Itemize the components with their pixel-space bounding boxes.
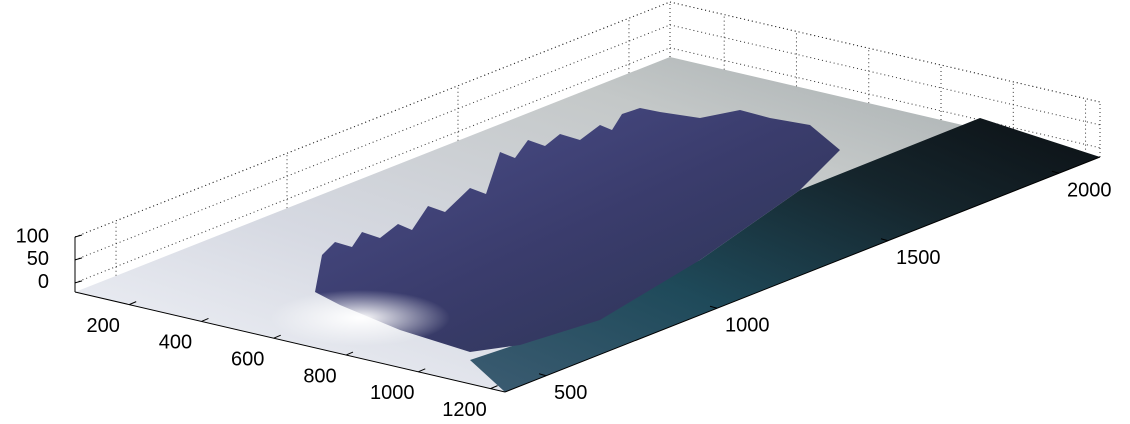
x-tick-label: 1200 bbox=[442, 399, 487, 421]
glare bbox=[270, 290, 450, 346]
x-tick bbox=[490, 385, 498, 390]
x-tick-label: 200 bbox=[87, 315, 120, 337]
grid-line bbox=[669, 47, 1101, 149]
y-axis bbox=[504, 156, 1101, 393]
x-tick-label: 400 bbox=[159, 332, 192, 354]
z-tick bbox=[74, 257, 83, 261]
x-tick bbox=[345, 351, 354, 356]
x-tick bbox=[418, 368, 426, 373]
y-tick bbox=[538, 373, 547, 377]
z-tick bbox=[74, 234, 83, 238]
x-tick-label: 800 bbox=[303, 365, 336, 387]
y-tick-label: 1500 bbox=[896, 247, 941, 269]
y-tick bbox=[709, 305, 718, 309]
x-tick bbox=[201, 317, 209, 322]
x-tick bbox=[273, 334, 281, 339]
sea bbox=[470, 118, 1100, 392]
x-tick-label: 600 bbox=[231, 348, 264, 370]
z-tick-label: 0 bbox=[38, 271, 49, 293]
z-tick-label: 100 bbox=[16, 225, 49, 247]
y-tick-label: 500 bbox=[554, 382, 587, 404]
y-tick-label: 1000 bbox=[725, 315, 770, 337]
x-axis bbox=[74, 291, 506, 393]
y-tick bbox=[880, 238, 889, 242]
box-edge bbox=[669, 1, 1101, 103]
y-tick-label: 2000 bbox=[1067, 179, 1112, 201]
z-tick bbox=[74, 280, 83, 284]
grid-walls bbox=[74, 1, 1101, 284]
x-tick-label: 1000 bbox=[370, 382, 415, 404]
grid-line bbox=[669, 24, 1101, 126]
axes: 200 400 600 800 1000 1200 500 1000 1500 2000 05010… bbox=[16, 156, 1112, 421]
z-tick-label: 50 bbox=[27, 248, 49, 270]
y-tick bbox=[1051, 170, 1060, 174]
ridge bbox=[315, 108, 840, 352]
x-tick bbox=[129, 301, 137, 306]
surface bbox=[75, 57, 1100, 392]
